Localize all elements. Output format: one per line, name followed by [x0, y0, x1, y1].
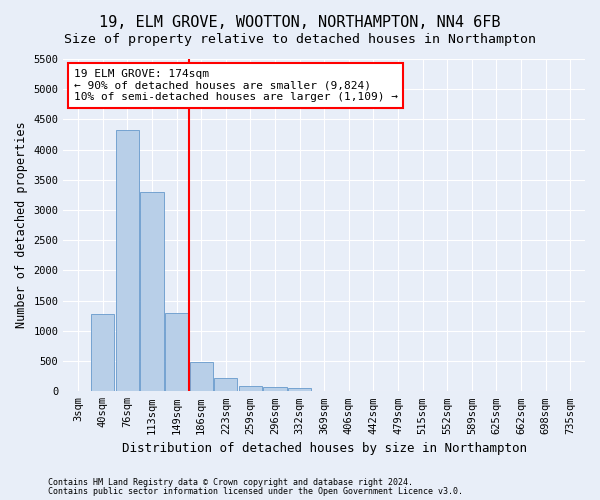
Bar: [214, 378, 238, 392]
Bar: [116, 130, 139, 392]
Y-axis label: Number of detached properties: Number of detached properties: [15, 122, 28, 328]
X-axis label: Distribution of detached houses by size in Northampton: Distribution of detached houses by size …: [122, 442, 527, 455]
Bar: [140, 192, 164, 392]
Bar: [288, 388, 311, 392]
Text: Contains HM Land Registry data © Crown copyright and database right 2024.: Contains HM Land Registry data © Crown c…: [48, 478, 413, 487]
Text: Size of property relative to detached houses in Northampton: Size of property relative to detached ho…: [64, 32, 536, 46]
Bar: [239, 386, 262, 392]
Bar: [263, 388, 287, 392]
Text: Contains public sector information licensed under the Open Government Licence v3: Contains public sector information licen…: [48, 486, 463, 496]
Bar: [165, 314, 188, 392]
Bar: [190, 362, 213, 392]
Bar: [91, 314, 115, 392]
Text: 19 ELM GROVE: 174sqm
← 90% of detached houses are smaller (9,824)
10% of semi-de: 19 ELM GROVE: 174sqm ← 90% of detached h…: [74, 69, 398, 102]
Text: 19, ELM GROVE, WOOTTON, NORTHAMPTON, NN4 6FB: 19, ELM GROVE, WOOTTON, NORTHAMPTON, NN4…: [99, 15, 501, 30]
